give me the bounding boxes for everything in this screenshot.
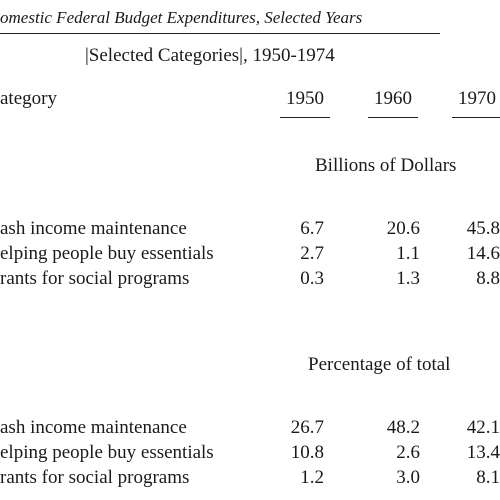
- cell-value: 14.6: [466, 243, 500, 264]
- section-heading: Percentage of total: [308, 354, 451, 375]
- cell-value: 1.1: [396, 243, 420, 264]
- row-label: rants for social programs: [0, 467, 190, 488]
- cell-value: 48.2: [386, 417, 420, 438]
- row-label: ash income maintenance: [0, 218, 187, 239]
- column-year: 1960: [374, 88, 412, 109]
- row-label: elping people buy essentials: [0, 442, 214, 463]
- year-underline: [452, 117, 500, 118]
- cell-value: 13.4: [466, 442, 500, 463]
- column-year: 1970: [458, 88, 496, 109]
- doc-title: omestic Federal Budget Expenditures, Sel…: [0, 8, 363, 27]
- cell-value: 8.8: [476, 268, 500, 289]
- column-header: ategory: [0, 88, 57, 109]
- cell-value: 3.0: [396, 467, 420, 488]
- cell-value: 8.1: [476, 467, 500, 488]
- section-heading: Billions of Dollars: [315, 155, 457, 176]
- cell-value: 20.6: [386, 218, 420, 239]
- year-underline: [368, 117, 418, 118]
- row-label: rants for social programs: [0, 268, 190, 289]
- column-year: 1950: [286, 88, 324, 109]
- cell-value: 26.7: [290, 417, 324, 438]
- row-label: elping people buy essentials: [0, 243, 214, 264]
- cell-value: 6.7: [300, 218, 324, 239]
- cell-value: 45.8: [466, 218, 500, 239]
- row-label: ash income maintenance: [0, 417, 187, 438]
- cell-value: 1.2: [300, 467, 324, 488]
- cell-value: 2.7: [300, 243, 324, 264]
- rule: [0, 33, 440, 34]
- cell-value: 42.1: [466, 417, 500, 438]
- cell-value: 10.8: [290, 442, 324, 463]
- cell-value: 1.3: [396, 268, 420, 289]
- cell-value: 0.3: [300, 268, 324, 289]
- year-underline: [280, 117, 330, 118]
- doc-subtitle: |Selected Categories|, 1950-1974: [85, 45, 335, 66]
- cell-value: 2.6: [396, 442, 420, 463]
